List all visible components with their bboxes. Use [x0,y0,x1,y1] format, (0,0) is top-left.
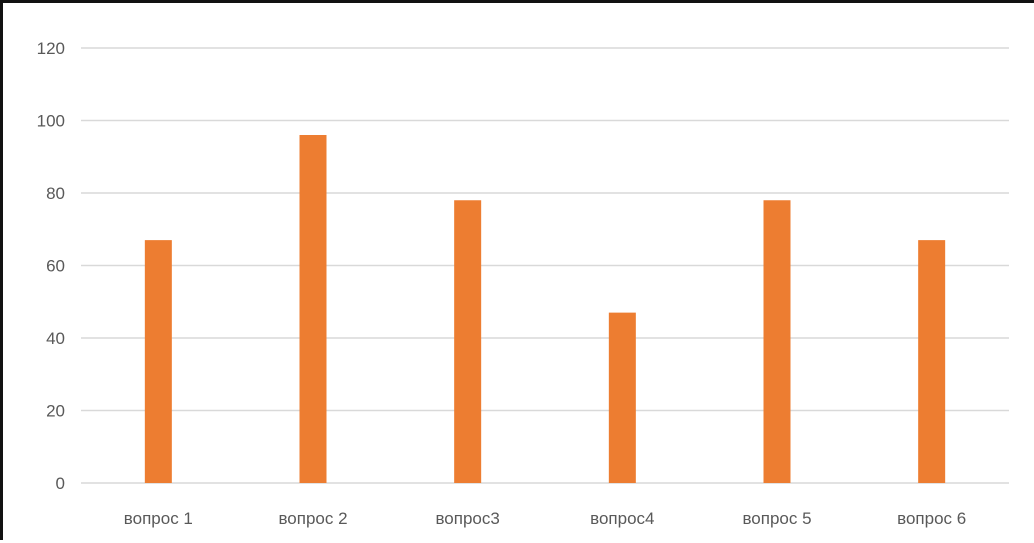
bar [144,240,172,483]
bar [918,240,946,483]
x-tick-label: вопрос 2 [278,509,347,528]
y-tick-label: 20 [46,402,65,421]
y-tick-label: 60 [46,257,65,276]
bar-chart: 0 20 40 60 80 100 120 вопрос 1 вопрос 2 вопрос3 во… [37,39,1009,528]
bar [763,200,791,483]
y-tick-label: 120 [37,39,65,58]
x-tick-label: вопрос3 [435,509,499,528]
x-tick-label: вопрос 1 [124,509,193,528]
x-tick-label: вопрос4 [590,509,654,528]
x-tick-label: вопрос 5 [742,509,811,528]
y-tick-label: 0 [56,474,65,493]
x-tick-label: вопрос 6 [897,509,966,528]
bar [454,200,482,483]
bar [299,135,327,483]
y-tick-label: 100 [37,112,65,131]
y-tick-label: 40 [46,329,65,348]
y-tick-label: 80 [46,184,65,203]
bar [608,312,636,483]
